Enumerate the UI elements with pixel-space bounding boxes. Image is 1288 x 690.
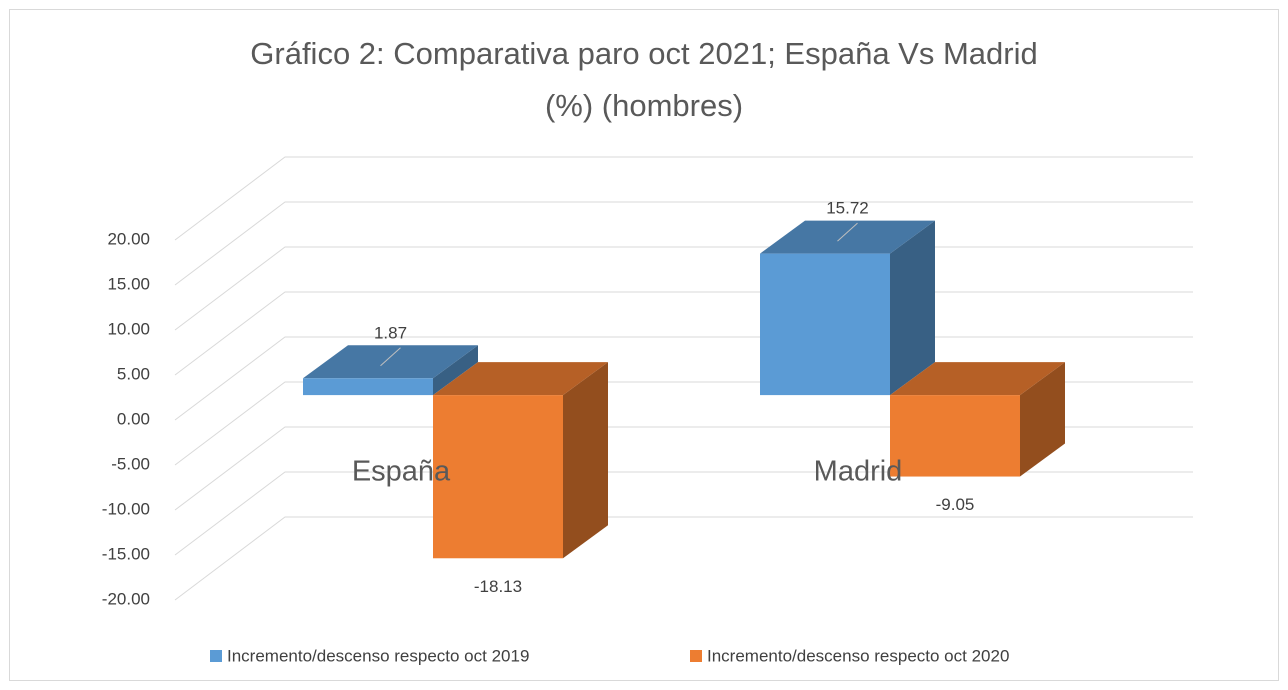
leader-line: [380, 347, 401, 367]
bar-side: [433, 345, 478, 396]
y-tick-label: -15.00: [102, 544, 150, 563]
x-tick-label: Madrid: [814, 456, 903, 488]
bar: [890, 395, 1020, 477]
grid-line: [174, 516, 1193, 601]
chart-border: [9, 9, 1279, 681]
x-tick-label: España: [352, 456, 451, 488]
bar-top: [890, 362, 1065, 396]
leader-line: [837, 222, 858, 242]
bar-side: [563, 362, 608, 559]
bar-top: [433, 362, 608, 396]
y-tick-label: -5.00: [111, 454, 150, 473]
chart-title: Gráfico 2: Comparativa paro oct 2021; Es…: [250, 36, 1038, 123]
bar: [760, 253, 890, 396]
data-label: -18.13: [474, 577, 522, 596]
y-tick-label: 10.00: [107, 319, 150, 338]
grid-line: [174, 201, 1193, 286]
bar-top: [760, 220, 935, 254]
bar-top: [303, 345, 478, 379]
bar-side: [1020, 362, 1065, 477]
y-tick-label: -10.00: [102, 499, 150, 518]
y-tick-label: 5.00: [117, 364, 150, 383]
y-tick-label: 15.00: [107, 274, 150, 293]
legend-label: Incremento/descenso respecto oct 2020: [707, 646, 1009, 665]
legend-label: Incremento/descenso respecto oct 2019: [227, 646, 529, 665]
y-tick-label: -20.00: [102, 589, 150, 608]
grid-line: [174, 156, 1193, 241]
legend-swatch: [210, 650, 222, 662]
data-label: -9.05: [936, 495, 975, 514]
y-tick-label: 0.00: [117, 409, 150, 428]
bar-side: [890, 220, 935, 396]
legend-swatch: [690, 650, 702, 662]
y-tick-label: 20.00: [107, 229, 150, 248]
bar: [303, 378, 433, 396]
bar: [433, 395, 563, 559]
data-label: 15.72: [826, 199, 869, 218]
data-label: 1.87: [374, 323, 407, 342]
